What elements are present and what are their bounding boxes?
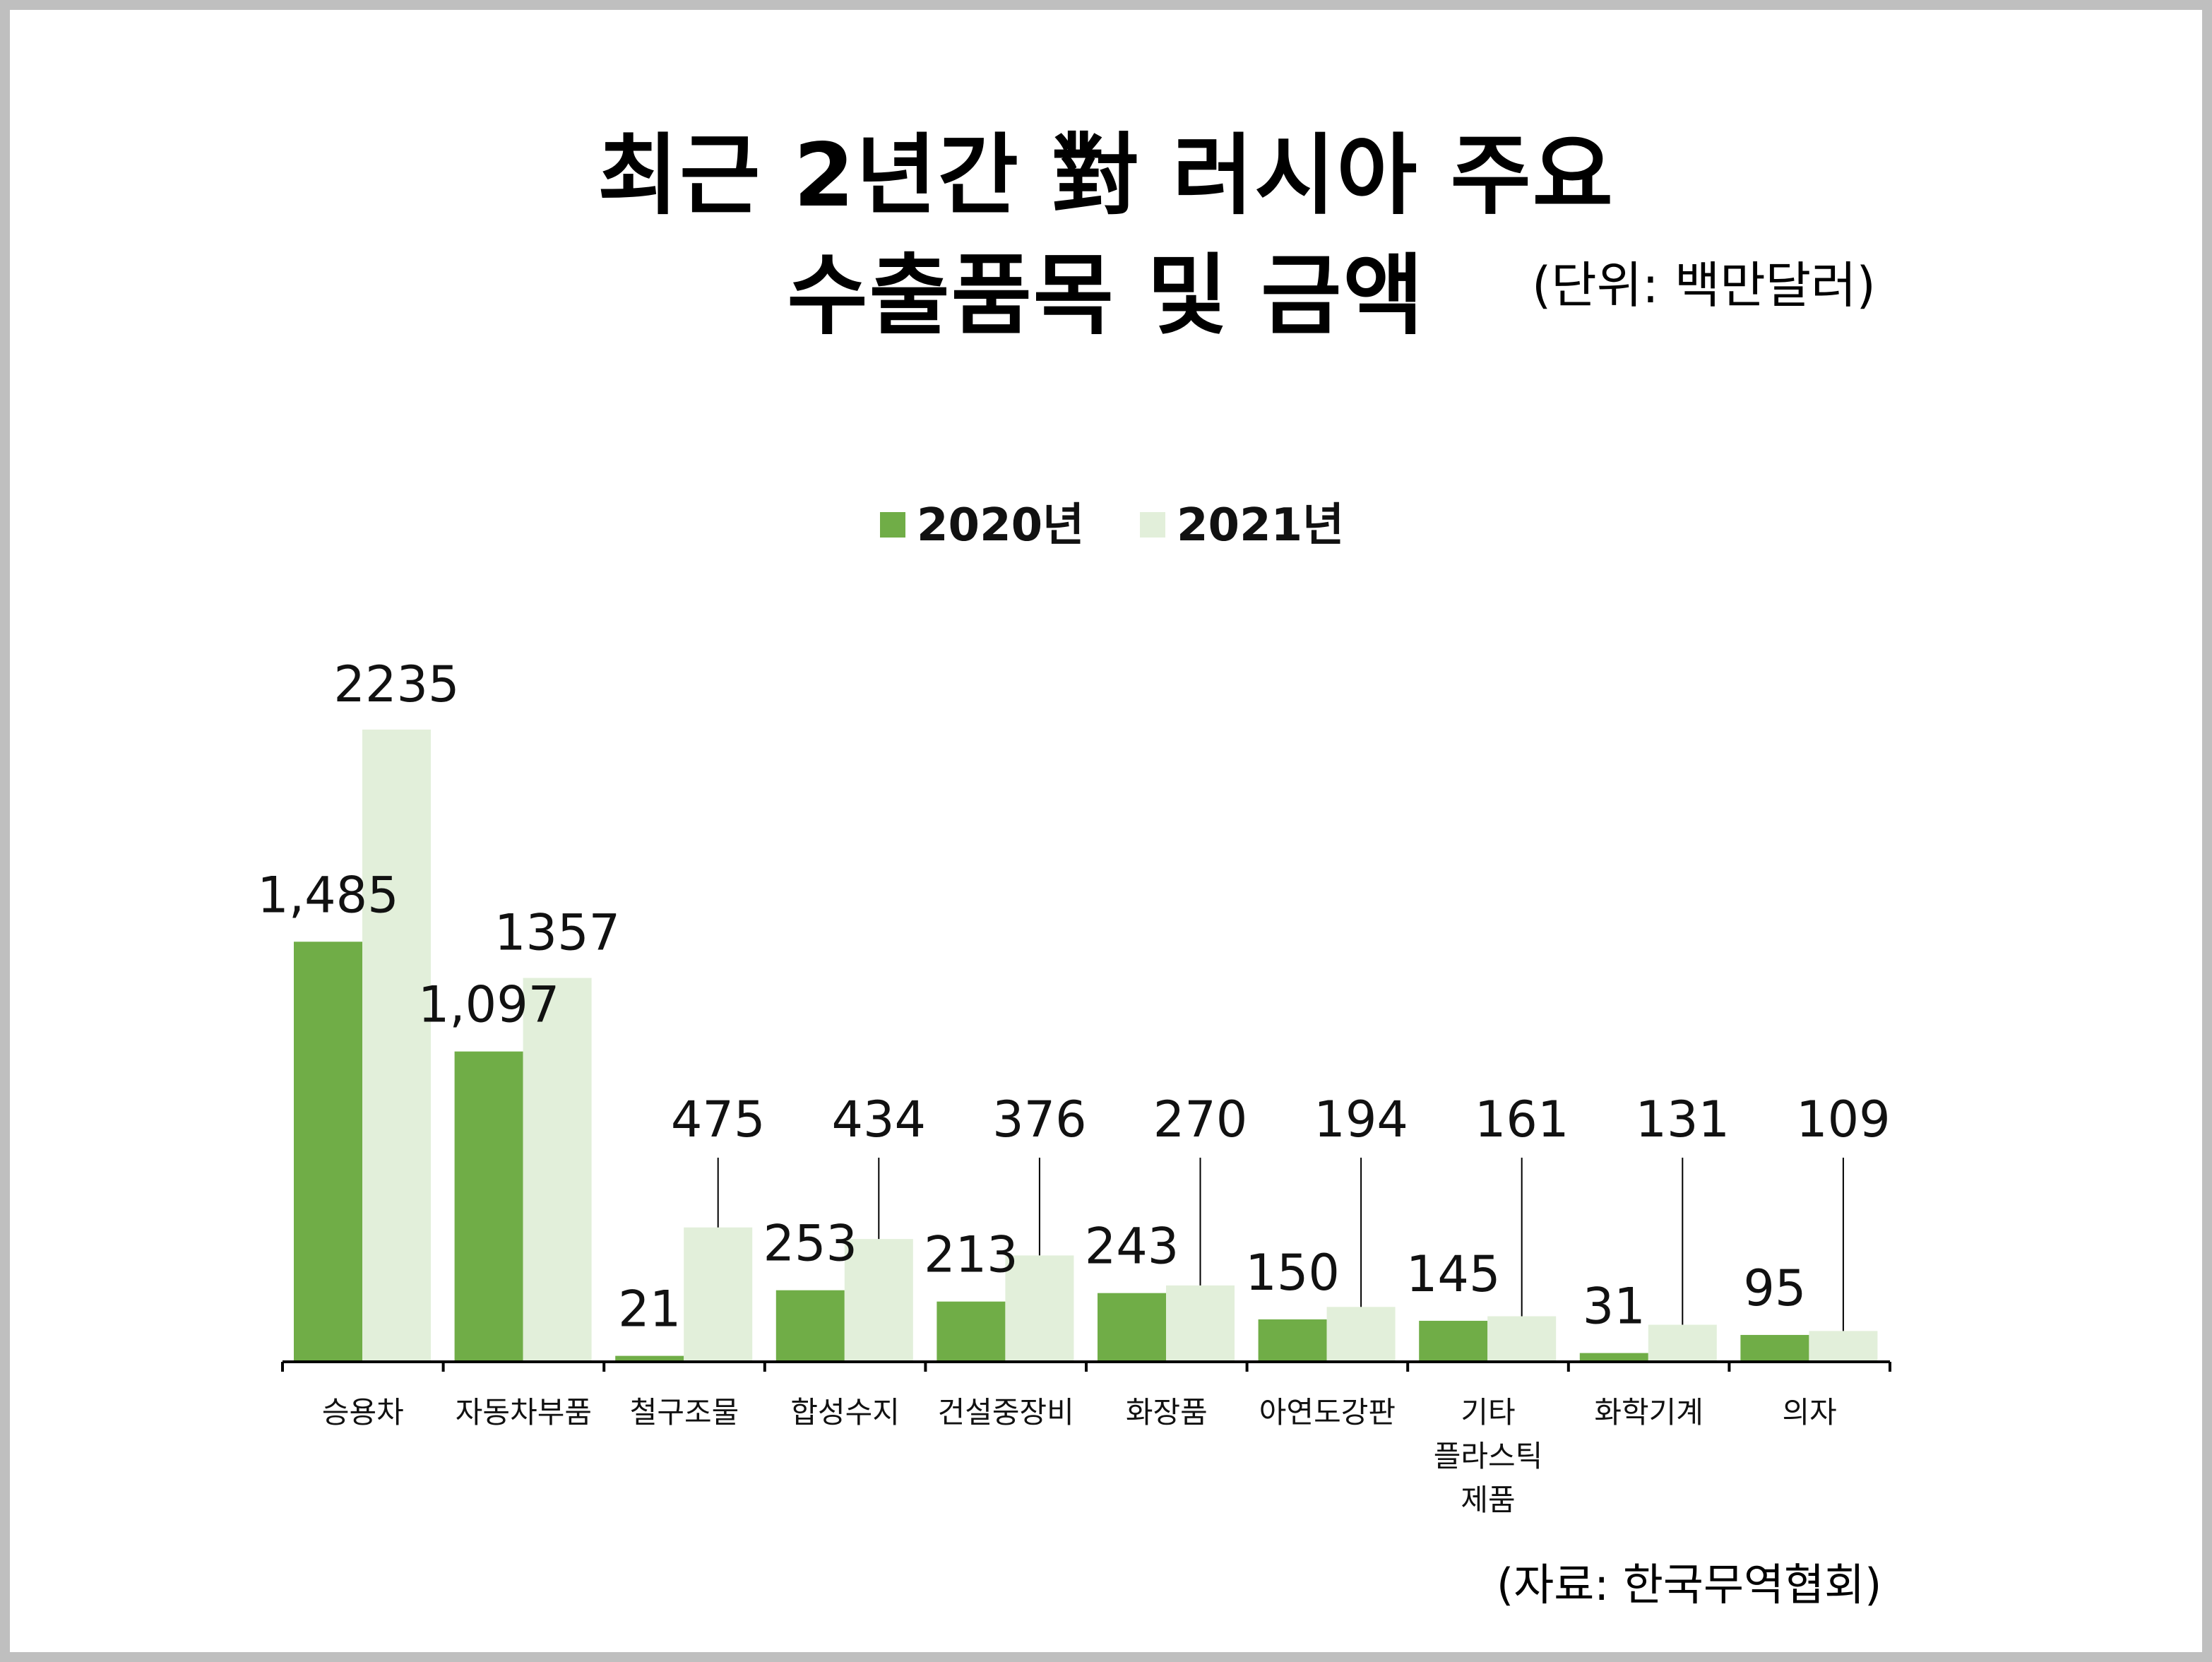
bar-2021-9: [1648, 1324, 1717, 1362]
category-label-10: 의자: [1783, 1395, 1837, 1430]
bar-2020-5: [936, 1301, 1006, 1362]
unit-note: (단위: 백만달러): [1532, 256, 1876, 314]
bar-2021-1: [362, 729, 431, 1362]
chart-title: 최근 2년간 對 러시아 주요 수출품목 및 금액: [10, 116, 2202, 356]
value-label-2021-7: 194: [1314, 1091, 1408, 1148]
category-label-8-line-2: 플라스틱: [1434, 1439, 1543, 1473]
category-label-2: 자동차부품: [456, 1395, 592, 1430]
value-label-2020-9: 31: [1583, 1278, 1646, 1336]
legend-label-2021: 2021년: [1177, 499, 1344, 552]
bar-2020-9: [1579, 1353, 1648, 1362]
category-label-5: 건설중장비: [938, 1395, 1074, 1430]
bar-2021-5: [1005, 1255, 1074, 1362]
category-label-9: 화학기계: [1594, 1395, 1703, 1430]
legend-swatch-2020: [880, 512, 905, 538]
value-label-2021-9: 131: [1635, 1091, 1730, 1148]
bar-2020-8: [1419, 1320, 1488, 1362]
bar-2021-3: [684, 1227, 753, 1362]
value-label-2020-8: 145: [1406, 1245, 1501, 1303]
bar-2021-10: [1809, 1331, 1878, 1362]
value-label-2020-2: 1,097: [418, 976, 559, 1034]
bar-chart: 1,485 2235 승용차 1,097 1357 자동차부품 21 475 철구조물 253 43…: [257, 499, 1891, 1517]
bar-2020-10: [1740, 1334, 1809, 1362]
value-label-2021-10: 109: [1796, 1091, 1891, 1148]
value-label-2020-6: 243: [1085, 1218, 1179, 1276]
category-label-7: 아연도강판: [1259, 1395, 1396, 1430]
bar-2021-7: [1326, 1307, 1396, 1362]
bar-2020-2: [454, 1051, 523, 1362]
value-label-2021-4: 434: [831, 1091, 926, 1148]
value-label-2020-10: 95: [1743, 1259, 1806, 1317]
value-label-2021-6: 270: [1153, 1091, 1248, 1148]
bar-2021-2: [523, 978, 592, 1362]
category-label-8-line-3: 제품: [1461, 1483, 1515, 1517]
category-label-4: 합성수지: [790, 1395, 900, 1430]
title-line-1: 최근 2년간 對 러시아 주요: [597, 125, 1615, 227]
value-label-2021-5: 376: [992, 1091, 1087, 1148]
value-label-2021-3: 475: [671, 1091, 766, 1148]
value-label-2021-8: 161: [1475, 1091, 1569, 1148]
bar-2021-4: [844, 1239, 913, 1362]
value-label-2020-3: 21: [618, 1281, 681, 1338]
title-line-2: 수출품목 및 금액: [787, 245, 1425, 347]
bar-2020-7: [1258, 1319, 1327, 1362]
value-label-2020-7: 150: [1245, 1244, 1340, 1302]
bar-2021-6: [1166, 1285, 1235, 1362]
bar-2020-6: [1098, 1293, 1166, 1362]
bar-2020-1: [294, 942, 362, 1362]
legend-swatch-2021: [1140, 512, 1165, 538]
bar-2020-3: [615, 1355, 684, 1362]
value-label-2021-2: 1357: [494, 904, 620, 962]
bar-2020-4: [775, 1290, 845, 1362]
category-label-1: 승용차: [322, 1395, 404, 1430]
category-label-8-line-1: 기타: [1461, 1395, 1515, 1430]
value-label-2020-4: 253: [763, 1215, 857, 1273]
category-label-3: 철구조물: [630, 1395, 739, 1430]
bar-2021-8: [1487, 1316, 1557, 1362]
source-note: (자료: 한국무역협회): [1497, 1559, 1882, 1610]
legend-label-2020: 2020년: [917, 499, 1084, 552]
category-label-6: 화장품: [1126, 1395, 1208, 1430]
value-label-2020-5: 213: [924, 1226, 1018, 1284]
value-label-2021-1: 2235: [333, 655, 459, 713]
value-label-2020-1: 1,485: [257, 866, 398, 924]
